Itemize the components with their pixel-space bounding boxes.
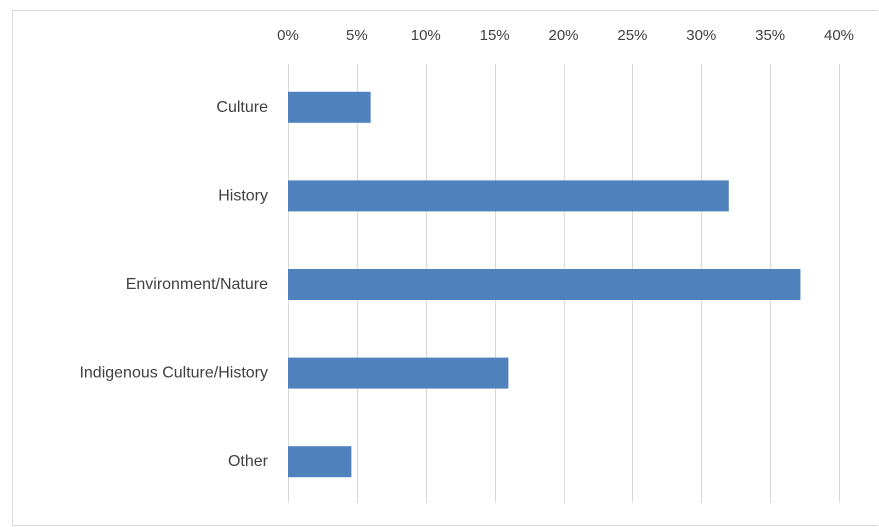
x-tick-label: 0% [277, 27, 299, 44]
category-label: Environment/Nature [126, 276, 268, 293]
x-tick-label: 40% [824, 27, 854, 44]
x-axis-ticks: 0% 5% 10% 15% 20% 25% 30% 35% 40% [277, 27, 854, 44]
x-tick-label: 5% [346, 27, 368, 44]
bar-history [288, 180, 729, 212]
bar-other [288, 446, 352, 478]
x-tick-label: 30% [686, 27, 716, 44]
category-label: History [218, 187, 268, 204]
x-tick-label: 25% [617, 27, 647, 44]
category-label: Other [228, 453, 269, 470]
category-labels: Culture History Environment/Nature Indigeno… [79, 99, 268, 470]
bar-indigenous-culture-history [288, 357, 509, 389]
category-label: Indigenous Culture/History [79, 365, 268, 382]
bar-culture [288, 91, 371, 123]
bar-environment-nature [288, 269, 801, 300]
chart-frame [12, 10, 878, 526]
category-label: Culture [216, 99, 268, 116]
x-tick-label: 35% [755, 27, 785, 44]
x-tick-label: 10% [411, 27, 441, 44]
x-tick-label: 15% [480, 27, 510, 44]
x-tick-label: 20% [548, 27, 578, 44]
bars [288, 91, 801, 478]
